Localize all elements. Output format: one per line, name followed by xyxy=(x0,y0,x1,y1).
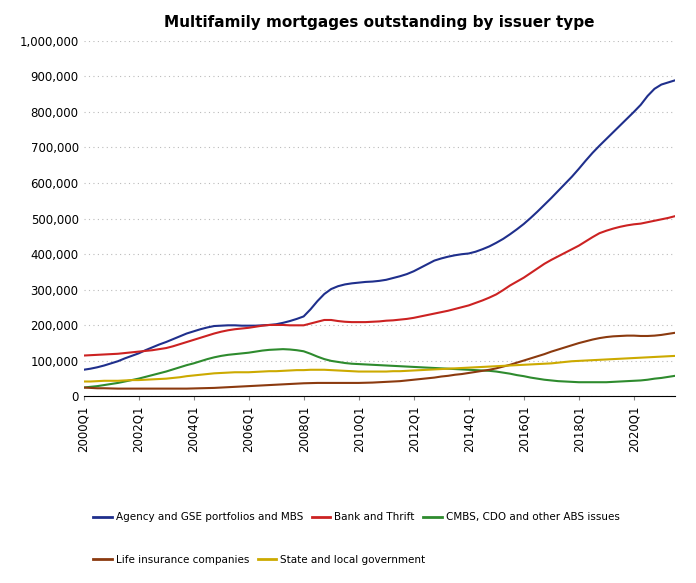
Life insurance companies xyxy=(382,378,390,385)
Bank and Thrift xyxy=(210,330,219,337)
State and local government xyxy=(210,370,219,377)
CMBS, CDO and other ABS issues xyxy=(175,364,184,371)
Bank and Thrift xyxy=(671,213,679,220)
Agency and GSE portfolios and MBS xyxy=(251,322,260,329)
Life insurance companies xyxy=(568,342,576,349)
Agency and GSE portfolios and MBS xyxy=(175,333,184,340)
Bank and Thrift xyxy=(375,318,383,325)
Bank and Thrift xyxy=(251,323,260,330)
Life insurance companies xyxy=(217,384,226,391)
Agency and GSE portfolios and MBS xyxy=(327,286,335,293)
Legend: Life insurance companies, State and local government: Life insurance companies, State and loca… xyxy=(88,551,429,569)
Agency and GSE portfolios and MBS xyxy=(210,322,219,329)
CMBS, CDO and other ABS issues xyxy=(251,348,260,355)
CMBS, CDO and other ABS issues xyxy=(79,384,88,391)
State and local government xyxy=(79,378,88,385)
State and local government xyxy=(251,368,260,375)
State and local government xyxy=(561,359,569,366)
CMBS, CDO and other ABS issues xyxy=(568,378,576,385)
Life insurance companies xyxy=(182,385,191,392)
Agency and GSE portfolios and MBS xyxy=(671,77,679,84)
State and local government xyxy=(175,374,184,381)
Bank and Thrift xyxy=(327,317,335,324)
CMBS, CDO and other ABS issues xyxy=(210,354,219,361)
Line: State and local government: State and local government xyxy=(84,356,675,381)
Agency and GSE portfolios and MBS xyxy=(79,366,88,373)
Line: Bank and Thrift: Bank and Thrift xyxy=(84,216,675,356)
CMBS, CDO and other ABS issues xyxy=(334,359,342,366)
Line: CMBS, CDO and other ABS issues: CMBS, CDO and other ABS issues xyxy=(84,349,675,388)
Line: Agency and GSE portfolios and MBS: Agency and GSE portfolios and MBS xyxy=(84,80,675,370)
Life insurance companies xyxy=(671,329,679,336)
State and local government xyxy=(375,368,383,375)
Agency and GSE portfolios and MBS xyxy=(561,180,569,187)
CMBS, CDO and other ABS issues xyxy=(382,362,390,369)
State and local government xyxy=(671,352,679,359)
Agency and GSE portfolios and MBS xyxy=(375,278,383,285)
Life insurance companies xyxy=(79,384,88,391)
State and local government xyxy=(327,367,335,374)
Life insurance companies xyxy=(258,382,267,389)
Life insurance companies xyxy=(334,380,342,387)
Bank and Thrift xyxy=(175,340,184,347)
Bank and Thrift xyxy=(561,250,569,257)
Title: Multifamily mortgages outstanding by issuer type: Multifamily mortgages outstanding by iss… xyxy=(164,15,594,30)
Bank and Thrift xyxy=(79,352,88,359)
Life insurance companies xyxy=(113,385,122,392)
CMBS, CDO and other ABS issues xyxy=(279,346,287,353)
Line: Life insurance companies: Life insurance companies xyxy=(84,333,675,389)
CMBS, CDO and other ABS issues xyxy=(671,373,679,380)
